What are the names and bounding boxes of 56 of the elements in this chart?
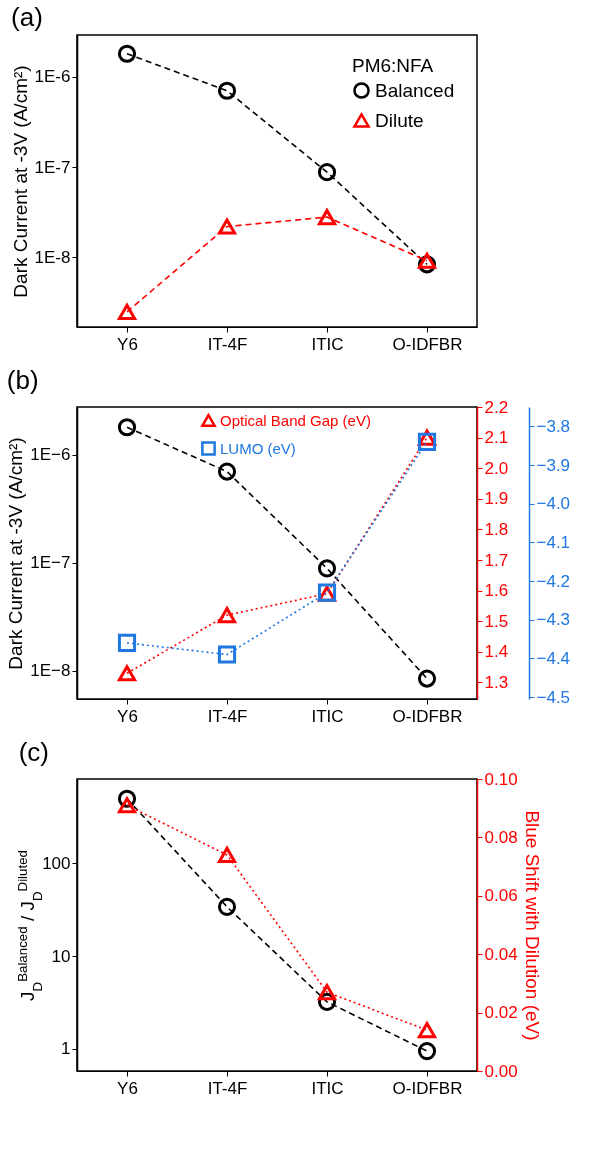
y-tick-label: 1E−7 [30, 553, 71, 573]
y2-tick-label: 0.00 [484, 1061, 518, 1081]
x-tick-label: Y6 [117, 334, 138, 354]
y2-tick-label: 1.9 [484, 489, 509, 509]
y2-tick-label: 0.10 [484, 769, 518, 789]
y3-tick-label: −4.1 [536, 532, 571, 552]
chart-title: (b) [6, 365, 39, 395]
y3-tick-label: −3.8 [536, 416, 571, 436]
chart-title: (a) [11, 2, 43, 32]
x-tick-label: Y6 [117, 1078, 138, 1098]
x-tick-label: O-IDFBR [392, 334, 463, 354]
y-tick-label: 1E-7 [34, 157, 71, 177]
x-tick-label: ITIC [311, 1078, 344, 1098]
chart-title: (c) [18, 737, 49, 767]
y3-tick-label: −4.4 [536, 648, 571, 668]
x-tick-label: ITIC [311, 334, 344, 354]
y2-tick-label: 1.5 [484, 611, 509, 631]
y-tick-label: 1 [61, 1039, 71, 1059]
y-tick-label: 1E−8 [30, 661, 71, 681]
y2-tick-label: 1.4 [484, 642, 509, 662]
x-tick-label: ITIC [311, 706, 344, 726]
y2-tick-label: 0.06 [484, 886, 518, 906]
y-tick-label: 1E-8 [34, 247, 71, 267]
legend-label: LUMO (eV) [220, 439, 296, 457]
y2-tick-label: 2.0 [484, 458, 509, 478]
y2-tick-label: 0.04 [484, 944, 518, 964]
legend-label: Balanced [375, 79, 455, 101]
x-tick-label: O-IDFBR [392, 1078, 463, 1098]
legend-label: Dilute [375, 109, 424, 131]
x-tick-label: IT-4F [207, 706, 248, 726]
y2-tick-label: 2.2 [484, 397, 509, 417]
y3-tick-label: −4.5 [536, 687, 571, 707]
y3-tick-label: −4.3 [536, 610, 571, 630]
y2-tick-label: 1.6 [484, 581, 509, 601]
y-tick-label: 100 [42, 853, 71, 873]
legend-title: PM6:NFA [352, 55, 434, 76]
y2-tick-label: 1.8 [484, 519, 509, 539]
y3-tick-label: −4.2 [536, 571, 571, 591]
y2-tick-label: 2.1 [484, 428, 509, 448]
x-tick-label: IT-4F [207, 334, 248, 354]
y2-tick-label: 0.02 [484, 1003, 518, 1023]
y3-tick-label: −4.0 [536, 494, 571, 514]
x-tick-label: IT-4F [207, 1078, 248, 1098]
y3-tick-label: −3.9 [536, 455, 571, 475]
legend-label: Optical Band Gap (eV) [220, 411, 371, 429]
y-axis-title: Dark Current at -3V (A/cm²) [5, 437, 27, 670]
x-tick-label: O-IDFBR [392, 706, 463, 726]
y-axis-title: Dark Current at -3V (A/cm²) [9, 65, 31, 298]
y-tick-label: 1E-6 [34, 67, 71, 87]
y2-tick-label: 0.08 [484, 827, 518, 847]
y2-axis-title: Blue Shift with Dilution (eV) [521, 810, 543, 1041]
y2-tick-label: 1.7 [484, 550, 509, 570]
y-tick-label: 1E−6 [30, 445, 71, 465]
y2-tick-label: 1.3 [484, 672, 509, 692]
x-tick-label: Y6 [117, 706, 138, 726]
y-tick-label: 10 [51, 946, 71, 966]
